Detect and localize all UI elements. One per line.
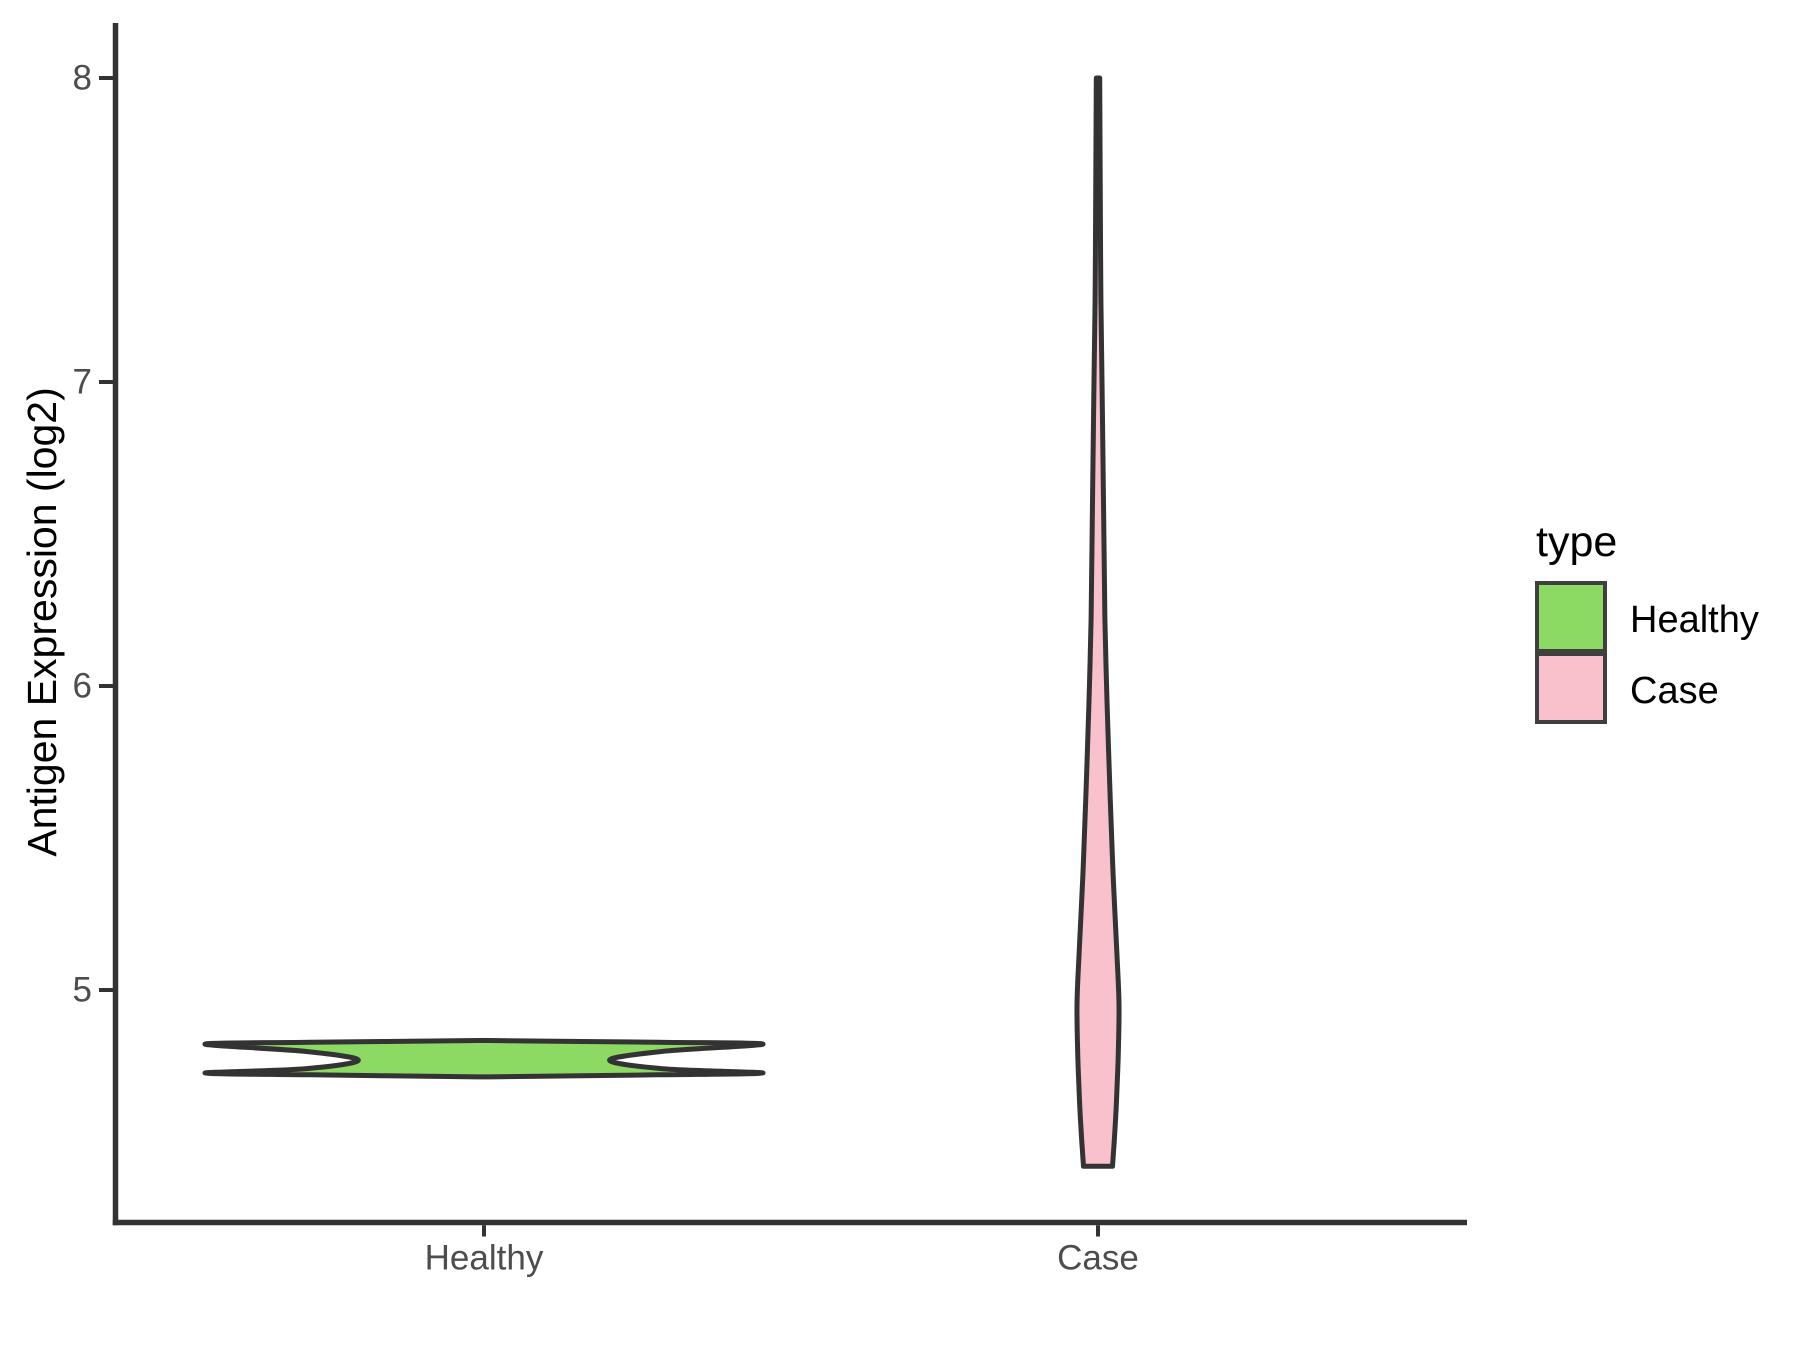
y-tick-label: 7 [73, 363, 92, 402]
violin-case [1074, 75, 1122, 1169]
y-tick-label: 8 [73, 59, 92, 98]
legend-title: type [1536, 518, 1617, 566]
legend-label-healthy: Healthy [1630, 599, 1759, 641]
x-tick-label-healthy: Healthy [425, 1239, 544, 1278]
legend-key-case [1535, 652, 1607, 724]
legend-key-healthy [1535, 581, 1607, 653]
y-tick-label: 5 [73, 971, 92, 1010]
legend-label-case: Case [1630, 670, 1719, 712]
y-tick-label: 6 [73, 667, 92, 706]
violin-healthy [202, 1038, 766, 1080]
x-tick-label-case: Case [1057, 1239, 1139, 1278]
y-axis-title: Antigen Expression (log2) [19, 387, 65, 856]
